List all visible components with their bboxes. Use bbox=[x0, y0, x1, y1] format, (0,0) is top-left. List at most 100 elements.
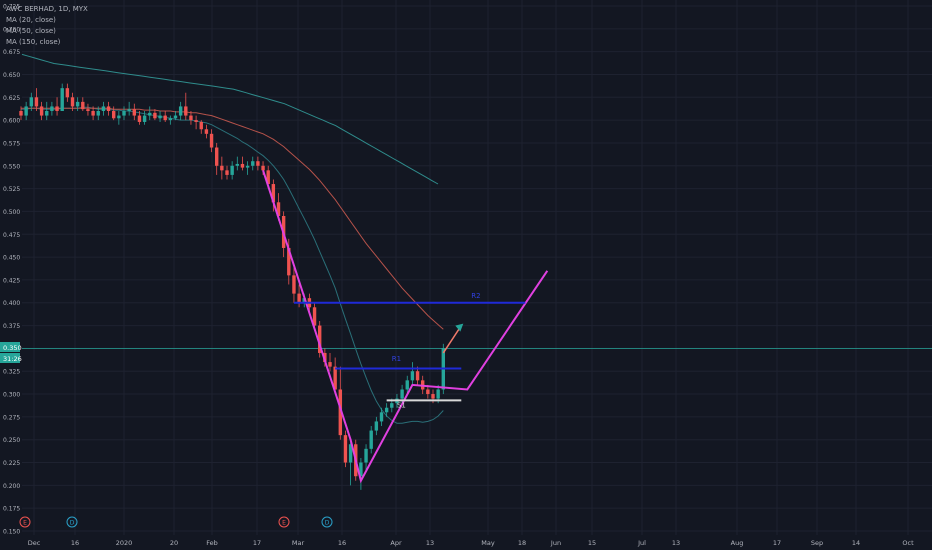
candle-body bbox=[410, 371, 415, 381]
candle-body bbox=[194, 120, 198, 122]
candle-body bbox=[276, 202, 281, 216]
x-tick-label: Jun bbox=[550, 539, 561, 547]
candle-body bbox=[215, 147, 219, 166]
candle-body bbox=[348, 444, 353, 463]
y-tick-label: 0.275 bbox=[3, 414, 20, 421]
candle-body bbox=[400, 389, 404, 399]
candle-body bbox=[271, 184, 276, 203]
current-price-tag: 0.350 31:26 bbox=[0, 342, 22, 363]
candle-body bbox=[266, 170, 270, 185]
candle-body bbox=[333, 366, 337, 390]
legend-ma50: MA (50, close) bbox=[6, 27, 56, 35]
x-tick-label: 20 bbox=[170, 539, 178, 547]
candle-body bbox=[287, 247, 291, 276]
time-axis[interactable]: Dec 16 2020 20 Feb 17 Mar 16 Apr 13 May 18 Jun 15 Jul 1… bbox=[28, 539, 914, 547]
time-tag-text: 31:26 bbox=[3, 355, 22, 363]
y-tick-label: 0.625 bbox=[3, 95, 20, 102]
candle-body bbox=[137, 115, 142, 122]
candle-body bbox=[60, 88, 64, 111]
candle-body bbox=[19, 111, 23, 116]
candle-body bbox=[426, 389, 430, 395]
candle-body bbox=[328, 362, 332, 367]
candle-body bbox=[24, 106, 28, 116]
y-tick-label: 0.725 bbox=[3, 4, 20, 11]
y-tick-label: 0.225 bbox=[3, 460, 20, 467]
target-arrow-shaft bbox=[442, 325, 462, 354]
candle-body bbox=[148, 112, 152, 116]
candle-body bbox=[117, 115, 121, 119]
event-marker-circle bbox=[321, 516, 333, 528]
candle-body bbox=[29, 97, 33, 107]
y-tick-label: 0.550 bbox=[3, 163, 20, 170]
y-tick-label: 0.175 bbox=[3, 506, 20, 513]
candle-body bbox=[153, 112, 157, 119]
x-tick-label: Mar bbox=[292, 539, 305, 547]
candle-body bbox=[81, 101, 85, 110]
y-tick-label: 0.375 bbox=[3, 323, 20, 330]
x-tick-label: May bbox=[481, 539, 495, 547]
candle-body bbox=[55, 106, 59, 111]
x-tick-label: Feb bbox=[206, 539, 218, 547]
candle-body bbox=[75, 101, 80, 107]
candle-body bbox=[199, 121, 203, 130]
candle-body bbox=[173, 115, 178, 119]
candle-body bbox=[364, 448, 368, 463]
candle-body bbox=[39, 106, 44, 116]
y-tick-label: 0.425 bbox=[3, 277, 20, 284]
candle-body bbox=[184, 106, 188, 116]
x-tick-label: Oct bbox=[902, 539, 914, 547]
event-marker-label: E bbox=[23, 520, 27, 527]
time-tag-box bbox=[0, 353, 20, 363]
annotation-label: R1 bbox=[392, 355, 401, 363]
candle-body bbox=[436, 389, 440, 399]
candle-body bbox=[390, 403, 394, 408]
candle-body bbox=[405, 380, 409, 390]
y-tick-label: 0.200 bbox=[3, 483, 20, 490]
annotation-label: R2 bbox=[471, 292, 480, 300]
legend-ma20: MA (20, close) bbox=[6, 16, 56, 24]
candle-body bbox=[245, 165, 250, 168]
y-tick-label: 0.650 bbox=[3, 72, 20, 79]
candle-body bbox=[302, 298, 306, 303]
candle-body bbox=[338, 389, 342, 436]
candle-body bbox=[209, 133, 214, 148]
event-marker-circle bbox=[66, 516, 78, 528]
y-tick-label: 0.675 bbox=[3, 49, 20, 56]
candle-body bbox=[240, 163, 245, 168]
x-tick-label: 13 bbox=[672, 539, 680, 547]
y-tick-label: 0.500 bbox=[3, 209, 20, 216]
candle-body bbox=[343, 435, 348, 463]
y-tick-label: 0.600 bbox=[3, 118, 20, 125]
candle-body bbox=[384, 407, 389, 413]
candle-body bbox=[251, 161, 255, 166]
candle-body bbox=[312, 307, 317, 326]
ma-line-2 bbox=[21, 53, 439, 185]
candle-body bbox=[34, 97, 39, 107]
legend-title: AWC BERHAD, 1D, MYX bbox=[6, 5, 88, 13]
candle-body bbox=[96, 111, 100, 116]
x-tick-label: 18 bbox=[518, 539, 526, 547]
y-tick-label: 0.150 bbox=[3, 529, 20, 536]
candle-body bbox=[142, 115, 147, 122]
x-tick-label: Apr bbox=[390, 539, 402, 547]
x-tick-label: Aug bbox=[731, 539, 744, 547]
candle-body bbox=[230, 165, 234, 175]
candle-body bbox=[101, 106, 106, 111]
candle-body bbox=[70, 97, 75, 107]
x-tick-label: 13 bbox=[426, 539, 434, 547]
candle-body bbox=[292, 275, 296, 294]
candle-body bbox=[65, 88, 70, 98]
y-tick-label: 0.575 bbox=[3, 140, 20, 147]
y-tick-label: 0.250 bbox=[3, 437, 20, 444]
candle-body bbox=[318, 325, 322, 353]
candle-body bbox=[189, 115, 193, 121]
price-tag-text: 0.350 bbox=[3, 344, 22, 352]
price-tag-box bbox=[0, 342, 20, 352]
candle-body bbox=[45, 111, 49, 116]
candle-body bbox=[50, 106, 54, 111]
annotations: S1 R1 R2 bbox=[392, 292, 481, 410]
legend-ma150: MA (150, close) bbox=[6, 38, 61, 46]
